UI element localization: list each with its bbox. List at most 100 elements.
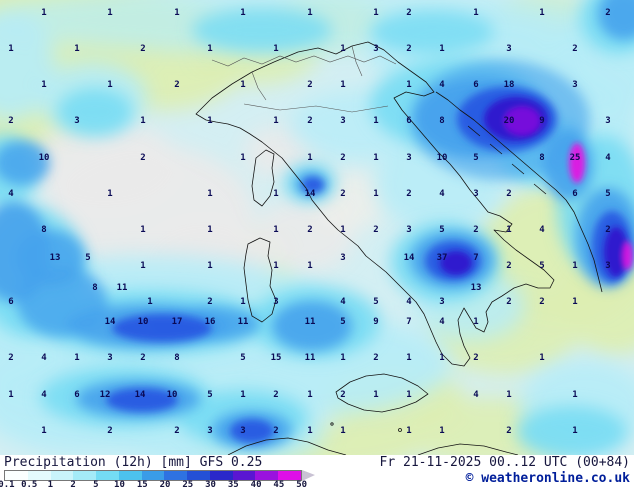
precip-value: 11 <box>116 283 128 293</box>
malta-island <box>398 428 402 432</box>
precip-value: 3 <box>406 225 412 235</box>
precip-value: 1 <box>207 225 213 235</box>
precip-value: 8 <box>41 225 47 235</box>
precip-value: 2 <box>373 225 379 235</box>
legend-tick: 35 <box>227 480 239 490</box>
precip-value: 1 <box>8 44 14 54</box>
legend-segment <box>27 471 51 480</box>
legend-tick: 45 <box>273 480 285 490</box>
precip-value: 1 <box>307 390 313 400</box>
precip-value: 2 <box>406 8 412 18</box>
precip-value: 25 <box>569 153 581 163</box>
precip-value: 1 <box>240 297 246 307</box>
legend-tick: 40 <box>250 480 262 490</box>
precip-value: 3 <box>406 153 412 163</box>
legend-color-bar <box>4 470 302 481</box>
precip-value: 1 <box>207 44 213 54</box>
precip-value: 1 <box>572 426 578 436</box>
precip-value: 1 <box>406 426 412 436</box>
precip-value: 10 <box>137 317 149 327</box>
precip-value: 1 <box>207 261 213 271</box>
precip-value: 1 <box>307 261 313 271</box>
legend-segment <box>187 471 210 480</box>
precip-value: 2 <box>605 8 611 18</box>
precip-value: 10 <box>166 390 178 400</box>
precip-value: 1 <box>572 297 578 307</box>
sardinia-coastline <box>243 237 277 323</box>
precip-value: 1 <box>74 44 80 54</box>
precip-value: 6 <box>406 116 412 126</box>
precip-value: 2 <box>307 80 313 90</box>
precip-value: 1 <box>41 426 47 436</box>
precip-field-extreme <box>440 97 633 277</box>
precip-value: 10 <box>436 153 448 163</box>
precip-value: 1 <box>340 426 346 436</box>
precip-value: 17 <box>171 317 183 327</box>
precip-value: 1 <box>107 189 113 199</box>
precip-value: 1 <box>340 80 346 90</box>
legend-segment <box>232 471 256 480</box>
coastlines <box>195 41 603 455</box>
precip-value: 1 <box>207 116 213 126</box>
legend-tick: 25 <box>182 480 194 490</box>
precip-value: 1 <box>473 317 479 327</box>
precip-value: 1 <box>147 297 153 307</box>
precip-value: 3 <box>207 426 213 436</box>
precip-value: 2 <box>406 44 412 54</box>
precip-value: 11 <box>237 317 249 327</box>
precip-value: 20 <box>503 116 515 126</box>
precip-value: 2 <box>307 116 313 126</box>
precip-value: 1 <box>406 80 412 90</box>
precip-value: 4 <box>406 297 412 307</box>
precip-value: 2 <box>174 80 180 90</box>
corsica-coastline <box>251 149 275 207</box>
legend-segment <box>164 471 188 480</box>
precip-value: 1 <box>340 225 346 235</box>
legend-tick: 0.5 <box>21 480 38 490</box>
precip-value: 1 <box>572 261 578 271</box>
pantelleria-island <box>330 422 334 426</box>
footer-bar: Precipitation (12h) [mm] GFS 0.25 Fr 21-… <box>0 455 634 490</box>
italy-coastline <box>195 41 555 367</box>
precip-value: 1 <box>140 116 146 126</box>
precip-value: 2 <box>473 353 479 363</box>
precip-value: 18 <box>503 80 515 90</box>
precip-value: 7 <box>473 253 479 263</box>
precip-value: 6 <box>74 390 80 400</box>
precip-value: 14 <box>104 317 116 327</box>
precip-value: 2 <box>307 225 313 235</box>
precip-value: 5 <box>605 189 611 199</box>
precip-value: 2 <box>506 189 512 199</box>
precip-value: 8 <box>539 153 545 163</box>
precip-value: 1 <box>240 390 246 400</box>
legend-tick: 50 <box>296 480 308 490</box>
precip-value: 1 <box>406 353 412 363</box>
precip-value: 2 <box>140 153 146 163</box>
precip-value: 1 <box>539 8 545 18</box>
precip-value: 1 <box>74 353 80 363</box>
precip-value: 1 <box>572 390 578 400</box>
precip-value: 13 <box>470 283 482 293</box>
copyright: © weatheronline.co.uk <box>465 471 630 486</box>
precip-value: 2 <box>140 44 146 54</box>
legend-segment <box>118 471 142 480</box>
precip-value: 1 <box>174 8 180 18</box>
precip-value: 3 <box>240 426 246 436</box>
map-title: Precipitation (12h) [mm] GFS 0.25 <box>4 455 263 470</box>
precip-value: 2 <box>605 225 611 235</box>
precip-value: 2 <box>539 297 545 307</box>
precip-value: 1 <box>373 116 379 126</box>
precip-value: 1 <box>107 80 113 90</box>
precip-value: 1 <box>406 390 412 400</box>
precip-value: 4 <box>473 390 479 400</box>
legend-tick: 20 <box>159 480 171 490</box>
legend-tick-labels: 0.1 0.5 1 2 5 10 15 20 25 30 35 40 45 50 <box>0 480 334 490</box>
precip-value: 2 <box>506 426 512 436</box>
precip-value: 1 <box>240 80 246 90</box>
precip-value: 5 <box>473 153 479 163</box>
precip-value: 1 <box>307 426 313 436</box>
precip-value: 2 <box>506 297 512 307</box>
precip-value: 2 <box>506 261 512 271</box>
precip-value: 1 <box>8 390 14 400</box>
precip-value: 1 <box>273 116 279 126</box>
